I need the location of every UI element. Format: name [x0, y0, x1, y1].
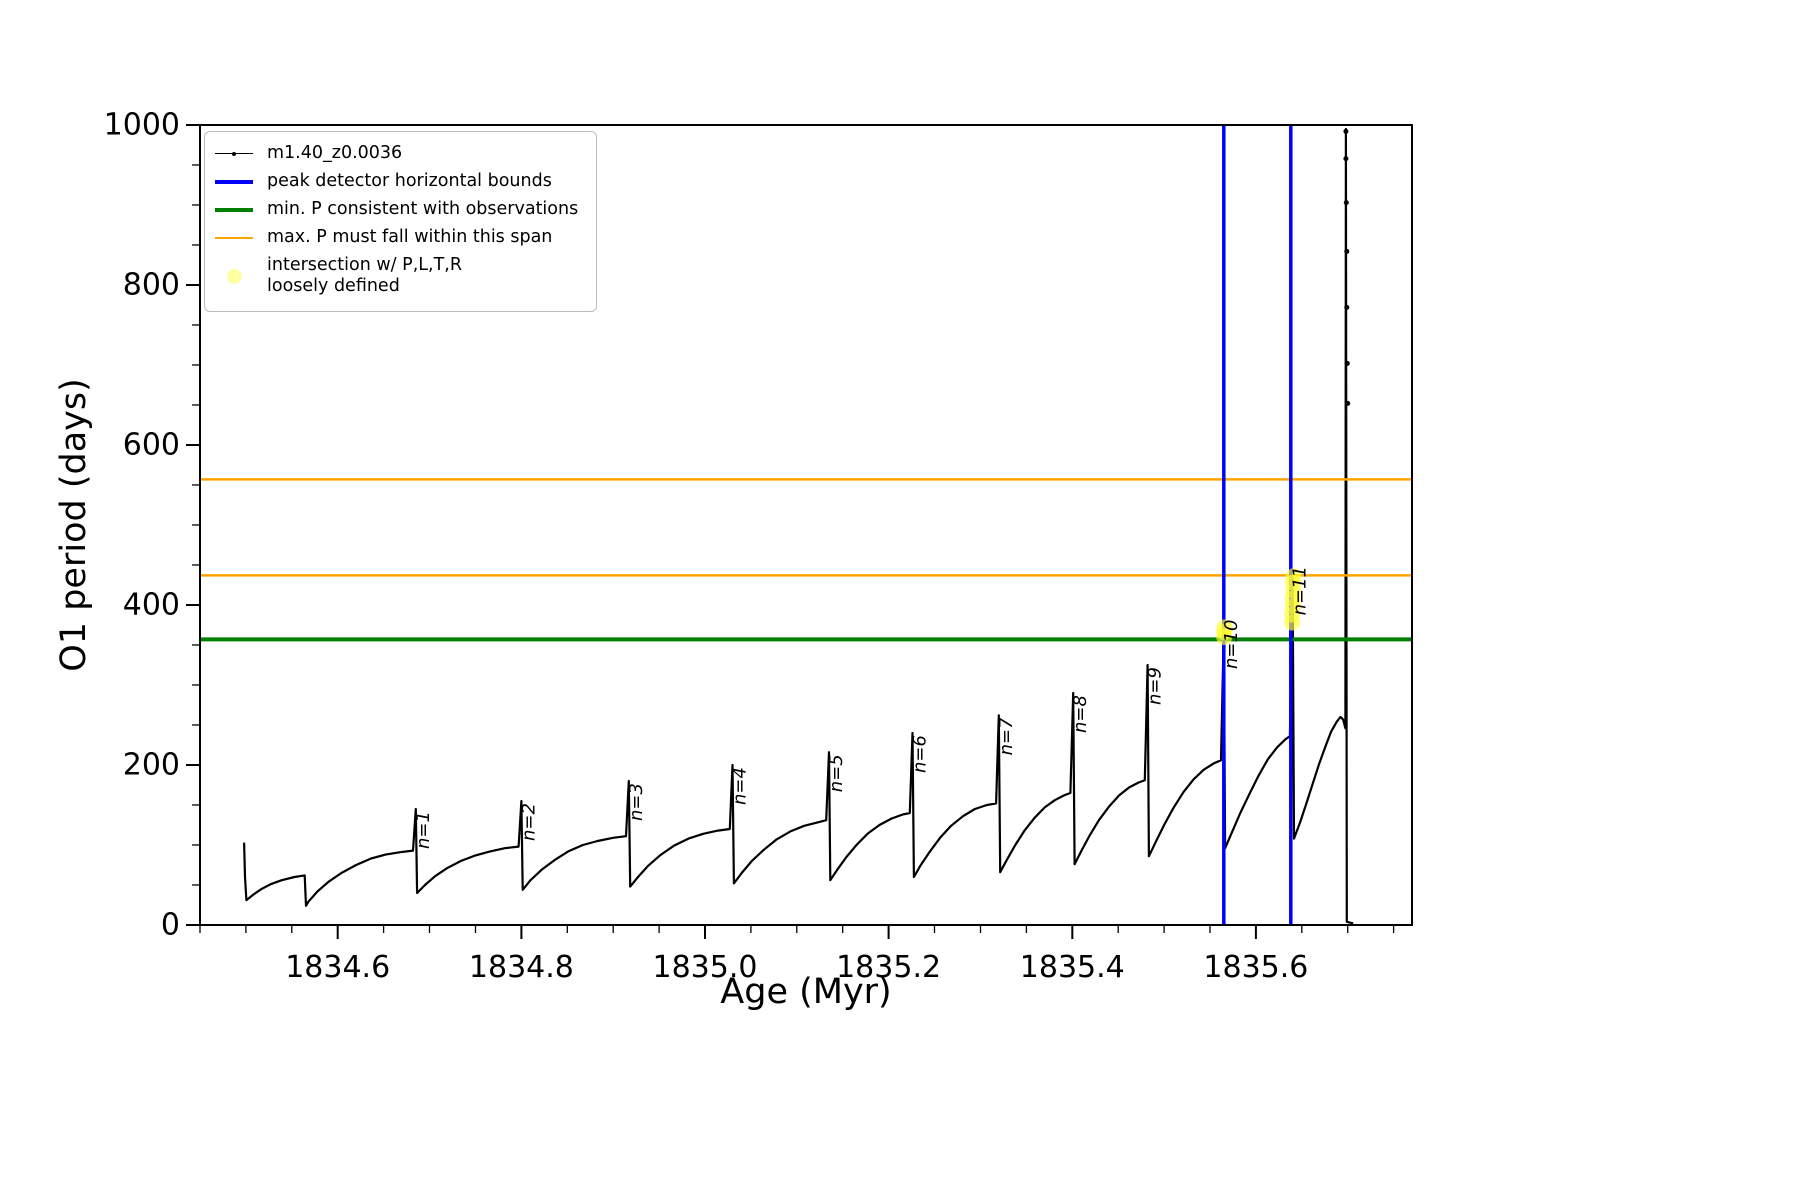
peak-label: n=9 — [1145, 667, 1166, 705]
y-tick-label: 200 — [123, 748, 180, 783]
x-tick-label: 1834.8 — [469, 950, 574, 985]
scatter-point-terminal-high-period-dots — [1344, 304, 1350, 310]
legend-label-series: m1.40_z0.0036 — [267, 143, 403, 163]
peak-label: n=4 — [730, 767, 751, 805]
peak-label: n=11 — [1290, 566, 1311, 615]
peak-label: n=2 — [518, 803, 539, 841]
scatter-point-terminal-high-period-dots — [1343, 200, 1349, 206]
legend-label-min-p: min. P consistent with observations — [267, 198, 579, 219]
peak-label: n=8 — [1070, 695, 1091, 733]
peak-label: n=3 — [626, 783, 647, 821]
peak-label: n=7 — [996, 717, 1017, 755]
x-tick-label: 1835.6 — [1203, 950, 1308, 985]
x-tick-label: 1835.2 — [836, 950, 941, 985]
scatter-point-terminal-high-period-dots — [1344, 360, 1350, 366]
y-tick-label: 400 — [123, 588, 180, 623]
scatter-point-intersection-w-p-l-t-r-loosely-defined — [1285, 568, 1302, 585]
legend-entry-peak-bounds: peak detector horizontal bounds — [215, 168, 578, 196]
x-tick-label: 1835.4 — [1020, 950, 1125, 985]
peak-label: n=5 — [826, 754, 847, 792]
legend-entry-intersection: intersection w/ P,L,T,R loosely defined — [215, 252, 578, 302]
x-tick-label: 1834.6 — [285, 950, 390, 985]
legend: m1.40_z0.0036 peak detector horizontal b… — [204, 131, 598, 313]
legend-label-intersection: intersection w/ P,L,T,R loosely defined — [267, 254, 462, 297]
y-tick-label: 800 — [123, 268, 180, 303]
y-tick-label: 1000 — [104, 108, 180, 143]
legend-entry-series: m1.40_z0.0036 — [215, 140, 578, 168]
scatter-point-terminal-high-period-dots — [1343, 156, 1349, 162]
legend-swatch-max-p — [215, 228, 253, 248]
peak-label: n=6 — [910, 735, 931, 773]
x-axis-label: Age (Myr) — [720, 972, 892, 1012]
x-tick-label: 1835.0 — [653, 950, 758, 985]
peak-label: n=1 — [413, 811, 434, 849]
legend-label-peak-bounds: peak detector horizontal bounds — [267, 170, 552, 191]
scatter-point-terminal-high-period-dots — [1343, 128, 1349, 134]
scatter-point-terminal-high-period-dots — [1344, 248, 1350, 254]
y-tick-label: 0 — [161, 908, 180, 943]
legend-entry-min-p: min. P consistent with observations — [215, 196, 578, 224]
series-m1-40-z0-0036 — [243, 127, 1354, 925]
scatter-point-terminal-high-period-dots — [1345, 400, 1351, 406]
legend-entry-max-p: max. P must fall within this span — [215, 224, 578, 252]
plot-border — [199, 124, 1413, 926]
legend-swatch-min-p — [215, 200, 253, 220]
legend-swatch-intersection — [215, 266, 253, 286]
legend-swatch-peak-bounds — [215, 172, 253, 192]
legend-swatch-series-line — [215, 144, 253, 164]
y-axis-label: O1 period (days) — [54, 378, 94, 672]
y-tick-label: 600 — [123, 428, 180, 463]
peak-label: n=10 — [1221, 620, 1242, 669]
scatter-point-intersection-w-p-l-t-r-loosely-defined — [1216, 619, 1233, 636]
legend-label-max-p: max. P must fall within this span — [267, 226, 553, 247]
